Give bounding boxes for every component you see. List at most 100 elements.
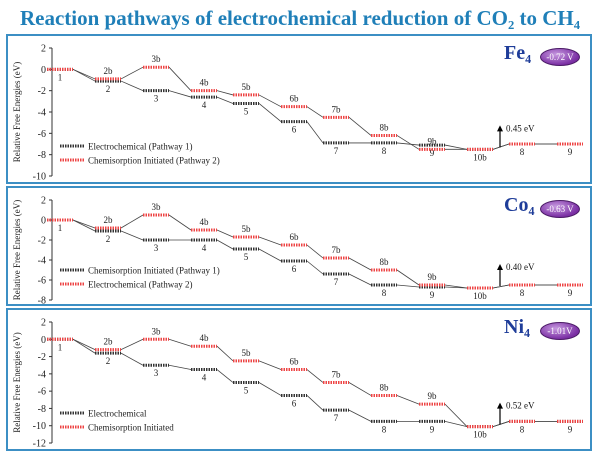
state-label: 5	[244, 106, 249, 116]
y-tick-label: -6	[38, 129, 46, 140]
fe4-potential-badge: -0.72 V	[540, 48, 580, 66]
state-label: 8	[520, 147, 525, 157]
pathway-connector	[306, 121, 324, 144]
state-label: 5b	[242, 82, 252, 92]
state-label: 5b	[242, 348, 252, 358]
state-label: 2b	[104, 215, 114, 225]
pathway-connector	[492, 143, 510, 150]
y-tick-label: -8	[38, 296, 46, 305]
legend-label: Electrochemical (Pathway 1)	[88, 142, 192, 152]
legend-label: Chemisorption Initiated (Pathway 2)	[88, 156, 220, 166]
pathway-connector	[492, 284, 510, 289]
state-label: 2b	[104, 66, 114, 76]
fe4-metal-label: Fe₄	[504, 42, 532, 64]
state-label: 9	[568, 288, 573, 298]
state-label: 1	[58, 72, 63, 82]
pathway-connector	[396, 135, 420, 150]
barrier-arrow-head	[497, 125, 503, 132]
barrier-arrow-head	[497, 402, 503, 409]
state-label: 6	[292, 264, 297, 274]
pathway-connector	[444, 421, 468, 427]
pathway-connector	[120, 230, 144, 241]
pathway-connector	[216, 239, 234, 250]
y-tick-label: -6	[38, 387, 46, 398]
barrier-annotation: 0.40 eV	[506, 262, 535, 272]
state-label: 6b	[290, 94, 300, 104]
barrier-arrow-head	[497, 264, 503, 270]
y-tick-label: 0	[41, 335, 46, 346]
y-tick-label: 2	[41, 318, 46, 329]
ni4-potential-badge: -1.01V	[540, 322, 580, 340]
ni4-metal-label: Ni₄	[504, 316, 530, 338]
pathway-connector	[348, 409, 372, 422]
barrier-annotation: 0.45 eV	[506, 123, 535, 133]
state-label: 8	[520, 424, 525, 434]
state-label: 4	[202, 100, 207, 110]
state-label: 9	[430, 148, 435, 158]
state-label: 8	[382, 288, 387, 298]
pathway-connector	[120, 214, 144, 229]
y-tick-label: 0	[41, 65, 46, 76]
y-tick-label: -2	[38, 352, 46, 363]
pathway-connector	[348, 273, 372, 286]
state-label: 2b	[104, 337, 114, 347]
y-axis-label: Relative Free Energies (eV)	[12, 62, 22, 163]
state-label: 2	[106, 356, 111, 366]
y-tick-label: -4	[38, 369, 46, 380]
pathway-connector	[258, 382, 282, 396]
legend-label: Chemisorption Initiated	[88, 423, 174, 433]
state-label: 3b	[152, 326, 162, 336]
y-tick-label: 0	[41, 216, 46, 227]
state-label: 3b	[152, 54, 162, 64]
state-label: 10b	[473, 430, 487, 440]
pathway-connector	[168, 66, 192, 91]
state-label: 5	[244, 386, 249, 396]
y-tick-label: -10	[33, 172, 46, 183]
state-label: 7b	[332, 104, 342, 114]
co4-metal-label: Co₄	[504, 194, 535, 216]
ni4-panel: 2 0 -2 -4 -6 -8 -10 -12 Relative Free Energies (…	[6, 308, 592, 451]
pathway-connector	[72, 68, 96, 80]
pathway-connector	[306, 260, 324, 275]
fe4-panel: 2 0 -2 -4 -6 -8 -10 Relative Free Energies (eV)…	[6, 34, 592, 184]
state-label: 9b	[428, 272, 438, 282]
state-label: 6	[292, 125, 297, 135]
state-label: 4b	[200, 78, 210, 88]
pathway-connector	[348, 117, 372, 136]
state-label: 9	[568, 147, 573, 157]
figure-title: Reaction pathways of electrochemical red…	[19, 6, 581, 30]
state-label: 2	[106, 84, 111, 94]
state-label: 1	[58, 223, 63, 233]
pathway-connector	[306, 244, 324, 259]
y-tick-label: -8	[38, 404, 46, 415]
state-label: 8b	[380, 257, 390, 267]
pathway-connector	[444, 403, 468, 427]
state-label: 8b	[380, 122, 390, 132]
state-label: 4	[202, 243, 207, 253]
state-label: 7	[334, 277, 339, 287]
state-label: 3	[154, 243, 159, 253]
state-label: 8	[382, 424, 387, 434]
pathway-connector	[72, 219, 96, 232]
co4-chart: 2 0 -2 -4 -6 -8 Relative Free Energies (eV) 1 2 3…	[12, 196, 583, 305]
co4-potential-badge: -0.63 V	[540, 200, 580, 218]
y-tick-label: -12	[33, 439, 46, 450]
state-label: 10b	[473, 152, 487, 162]
state-label: 7b	[332, 370, 342, 380]
pathway-connector	[396, 284, 420, 288]
pathway-connector	[168, 214, 192, 231]
pathway-connector	[120, 66, 144, 80]
state-label: 6	[292, 398, 297, 408]
fe4-chart: 2 0 -2 -4 -6 -8 -10 Relative Free Energies (eV)…	[12, 44, 583, 183]
y-tick-label: -6	[38, 276, 46, 287]
state-label: 7	[334, 413, 339, 423]
state-label: 9	[568, 424, 573, 434]
pathway-connector	[306, 369, 324, 383]
pathway-connector	[306, 395, 324, 411]
co4-panel: 2 0 -2 -4 -6 -8 Relative Free Energies (eV) 1 2 3…	[6, 186, 592, 306]
state-label: 9	[430, 290, 435, 300]
state-label: 10b	[473, 291, 487, 301]
state-label: 9b	[428, 391, 438, 401]
pathway-connector	[258, 103, 282, 122]
